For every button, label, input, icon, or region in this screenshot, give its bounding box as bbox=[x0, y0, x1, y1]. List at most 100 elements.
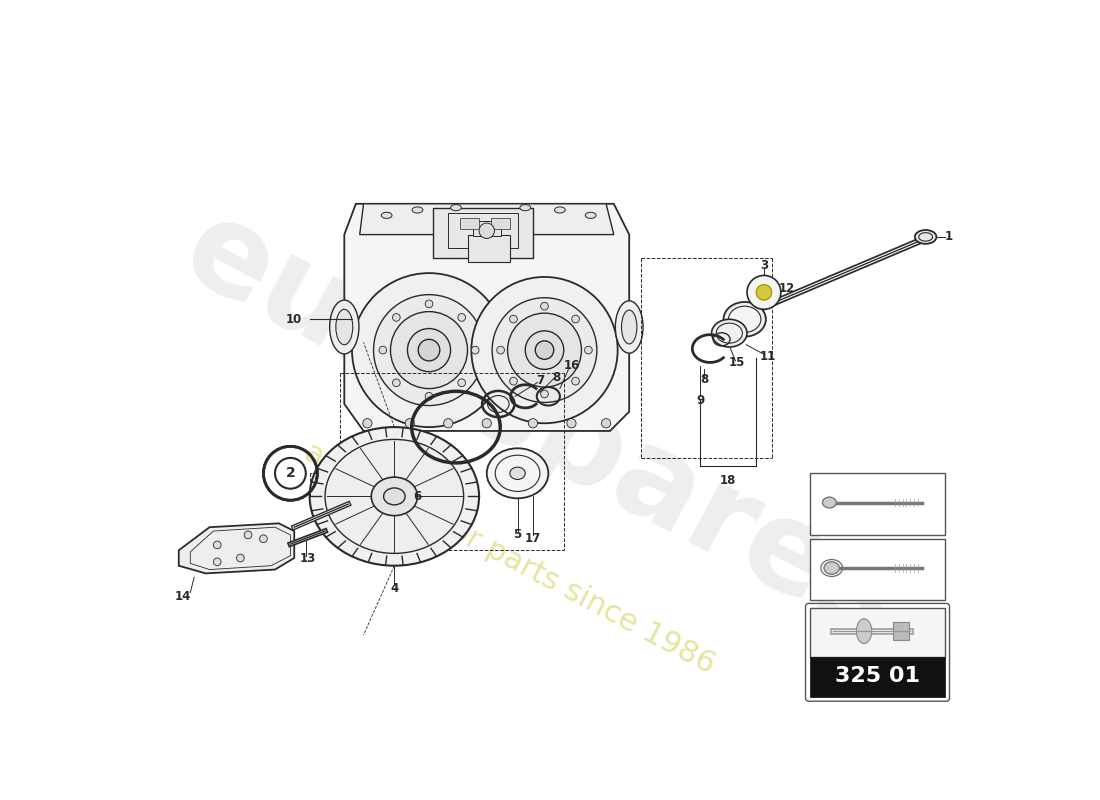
Bar bbox=[433, 208, 534, 258]
Ellipse shape bbox=[621, 310, 637, 344]
Ellipse shape bbox=[382, 212, 392, 218]
Circle shape bbox=[541, 390, 548, 398]
Circle shape bbox=[425, 300, 433, 308]
Bar bbox=[893, 622, 909, 640]
Circle shape bbox=[747, 275, 781, 310]
Circle shape bbox=[393, 379, 400, 386]
Circle shape bbox=[425, 393, 433, 400]
Bar bbox=[473, 221, 500, 236]
Text: 14: 14 bbox=[175, 590, 190, 603]
Bar bbox=[810, 657, 945, 697]
Ellipse shape bbox=[554, 207, 565, 213]
Ellipse shape bbox=[384, 488, 405, 505]
Circle shape bbox=[602, 418, 610, 428]
Ellipse shape bbox=[856, 619, 872, 643]
Text: 5: 5 bbox=[514, 529, 521, 542]
Circle shape bbox=[541, 302, 548, 310]
Circle shape bbox=[526, 331, 563, 370]
Ellipse shape bbox=[712, 319, 747, 347]
Text: 7: 7 bbox=[537, 374, 544, 387]
Circle shape bbox=[213, 541, 221, 549]
Circle shape bbox=[480, 223, 495, 238]
Text: 2: 2 bbox=[817, 544, 826, 557]
Bar bbox=[810, 538, 945, 600]
Polygon shape bbox=[344, 204, 629, 431]
Bar bbox=[460, 218, 480, 230]
Ellipse shape bbox=[728, 306, 761, 332]
Circle shape bbox=[572, 378, 580, 385]
Circle shape bbox=[390, 312, 468, 389]
Ellipse shape bbox=[915, 230, 936, 244]
Circle shape bbox=[492, 298, 597, 402]
Circle shape bbox=[418, 339, 440, 361]
Circle shape bbox=[458, 379, 465, 386]
Circle shape bbox=[482, 418, 492, 428]
Text: 18: 18 bbox=[719, 474, 736, 487]
Text: 8: 8 bbox=[700, 373, 708, 386]
Text: 1: 1 bbox=[945, 230, 953, 243]
Text: 2: 2 bbox=[286, 466, 295, 480]
Text: 15: 15 bbox=[729, 356, 745, 369]
Circle shape bbox=[260, 535, 267, 542]
Text: 325 01: 325 01 bbox=[835, 666, 920, 686]
Circle shape bbox=[378, 346, 387, 354]
Text: a passion for parts since 1986: a passion for parts since 1986 bbox=[299, 437, 720, 679]
Circle shape bbox=[472, 277, 618, 423]
Circle shape bbox=[244, 531, 252, 538]
Circle shape bbox=[471, 346, 480, 354]
Polygon shape bbox=[178, 523, 295, 574]
Ellipse shape bbox=[326, 439, 464, 554]
Ellipse shape bbox=[585, 212, 596, 218]
Ellipse shape bbox=[310, 427, 480, 566]
Ellipse shape bbox=[724, 302, 766, 337]
Circle shape bbox=[584, 346, 592, 354]
Circle shape bbox=[458, 314, 465, 322]
Ellipse shape bbox=[520, 205, 530, 210]
Ellipse shape bbox=[451, 205, 461, 210]
Text: 8: 8 bbox=[552, 370, 560, 383]
Ellipse shape bbox=[823, 497, 836, 508]
Ellipse shape bbox=[330, 300, 359, 354]
Circle shape bbox=[566, 418, 576, 428]
Text: 4: 4 bbox=[390, 582, 398, 595]
Text: 13: 13 bbox=[300, 551, 316, 565]
Circle shape bbox=[363, 418, 372, 428]
Text: 17: 17 bbox=[525, 532, 541, 546]
Circle shape bbox=[405, 418, 415, 428]
Text: 12: 12 bbox=[779, 282, 795, 295]
Circle shape bbox=[213, 558, 221, 566]
Bar bbox=[468, 234, 510, 262]
Text: 6: 6 bbox=[414, 490, 421, 503]
Ellipse shape bbox=[412, 207, 422, 213]
Circle shape bbox=[509, 315, 517, 323]
Circle shape bbox=[509, 378, 517, 385]
Ellipse shape bbox=[372, 477, 418, 516]
Bar bbox=[810, 474, 945, 535]
Ellipse shape bbox=[716, 323, 742, 343]
Text: 3: 3 bbox=[760, 259, 768, 272]
Circle shape bbox=[352, 273, 506, 427]
Bar bbox=[810, 608, 945, 657]
Ellipse shape bbox=[615, 301, 644, 353]
Text: 3: 3 bbox=[817, 478, 826, 491]
Circle shape bbox=[374, 294, 484, 406]
Bar bbox=[449, 213, 517, 248]
Polygon shape bbox=[360, 204, 614, 234]
Circle shape bbox=[528, 418, 538, 428]
Ellipse shape bbox=[336, 310, 353, 345]
Text: 9: 9 bbox=[696, 394, 704, 406]
Circle shape bbox=[236, 554, 244, 562]
Text: eurospares: eurospares bbox=[164, 188, 917, 666]
Circle shape bbox=[536, 341, 553, 359]
Circle shape bbox=[757, 285, 772, 300]
Circle shape bbox=[497, 346, 505, 354]
Ellipse shape bbox=[486, 448, 548, 498]
Circle shape bbox=[407, 329, 451, 372]
Bar bbox=[491, 218, 510, 230]
Text: 10: 10 bbox=[286, 313, 302, 326]
Text: 11: 11 bbox=[760, 350, 775, 362]
Ellipse shape bbox=[824, 562, 839, 574]
Circle shape bbox=[507, 313, 582, 387]
Ellipse shape bbox=[509, 467, 526, 479]
Circle shape bbox=[393, 314, 400, 322]
